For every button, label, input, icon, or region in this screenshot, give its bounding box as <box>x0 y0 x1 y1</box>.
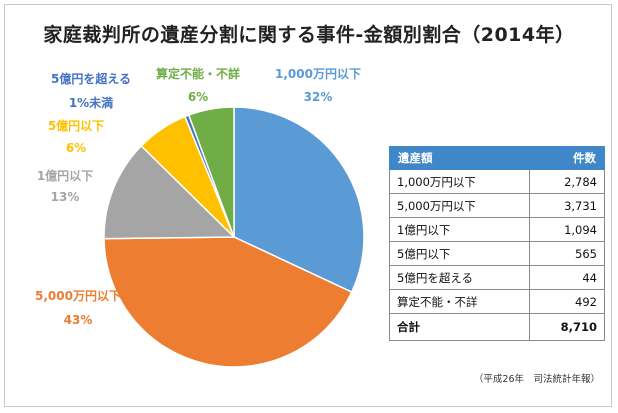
slice-percent-label: 6% <box>66 141 86 155</box>
slice-label: 5,000万円以下 <box>35 289 121 303</box>
table-row: 5,000万円以下 3,731 <box>389 193 606 218</box>
table-header-row: 遺産額 件数 <box>389 146 606 170</box>
slice-label: 5億円を超える <box>51 71 131 86</box>
slice-label: 算定不能・不詳 <box>156 66 240 81</box>
slice-label: 5億円以下 <box>48 118 104 133</box>
table-cell-count: 1,094 <box>528 217 606 242</box>
table-total-row: 合計 8,710 <box>389 313 606 341</box>
table-cell-amount: 5億円を超える <box>389 265 530 290</box>
pie-slice <box>233 106 365 294</box>
pie-slice <box>187 106 235 238</box>
pie-slice <box>103 236 353 368</box>
chart-title: 家庭裁判所の遺産分割に関する事件-金額別割合（2014年） <box>43 24 575 46</box>
table-header-amount: 遺産額 <box>389 146 530 170</box>
table-row: 5億円を超える 44 <box>389 265 606 290</box>
table-cell-amount: 1億円以下 <box>389 217 530 242</box>
table-row: 算定不能・不詳 492 <box>389 289 606 314</box>
slice-percent-label: 1%未満 <box>69 95 113 110</box>
table-cell-amount: 5億円以下 <box>389 241 530 266</box>
table-row: 1,000万円以下 2,784 <box>389 169 606 194</box>
slice-percent-label: 13% <box>51 190 80 204</box>
table-row: 5億円以下 565 <box>389 241 606 266</box>
table-row: 1億円以下 1,094 <box>389 217 606 242</box>
slice-label: 1億円以下 <box>37 168 93 183</box>
table-cell-count: 2,784 <box>528 169 606 194</box>
table-total-value: 8,710 <box>528 313 606 341</box>
data-table: 遺産額 件数 1,000万円以下 2,784 5,000万円以下 3,731 1… <box>389 146 606 341</box>
table-cell-count: 565 <box>528 241 606 266</box>
slice-percent-label: 32% <box>304 90 333 104</box>
slice-label: 1,000万円以下 <box>275 67 361 81</box>
table-cell-count: 44 <box>528 265 606 290</box>
table-total-label: 合計 <box>389 313 530 341</box>
table-cell-count: 3,731 <box>528 193 606 218</box>
slice-percent-label: 6% <box>188 90 208 104</box>
source-note: （平成26年 司法統計年報） <box>473 374 600 385</box>
table-header-count: 件数 <box>528 146 606 170</box>
table-cell-amount: 5,000万円以下 <box>389 193 530 218</box>
table-cell-amount: 算定不能・不詳 <box>389 289 530 314</box>
slice-percent-label: 43% <box>64 313 93 327</box>
table-cell-amount: 1,000万円以下 <box>389 169 530 194</box>
table-cell-count: 492 <box>528 289 606 314</box>
pie-slice <box>103 144 236 240</box>
